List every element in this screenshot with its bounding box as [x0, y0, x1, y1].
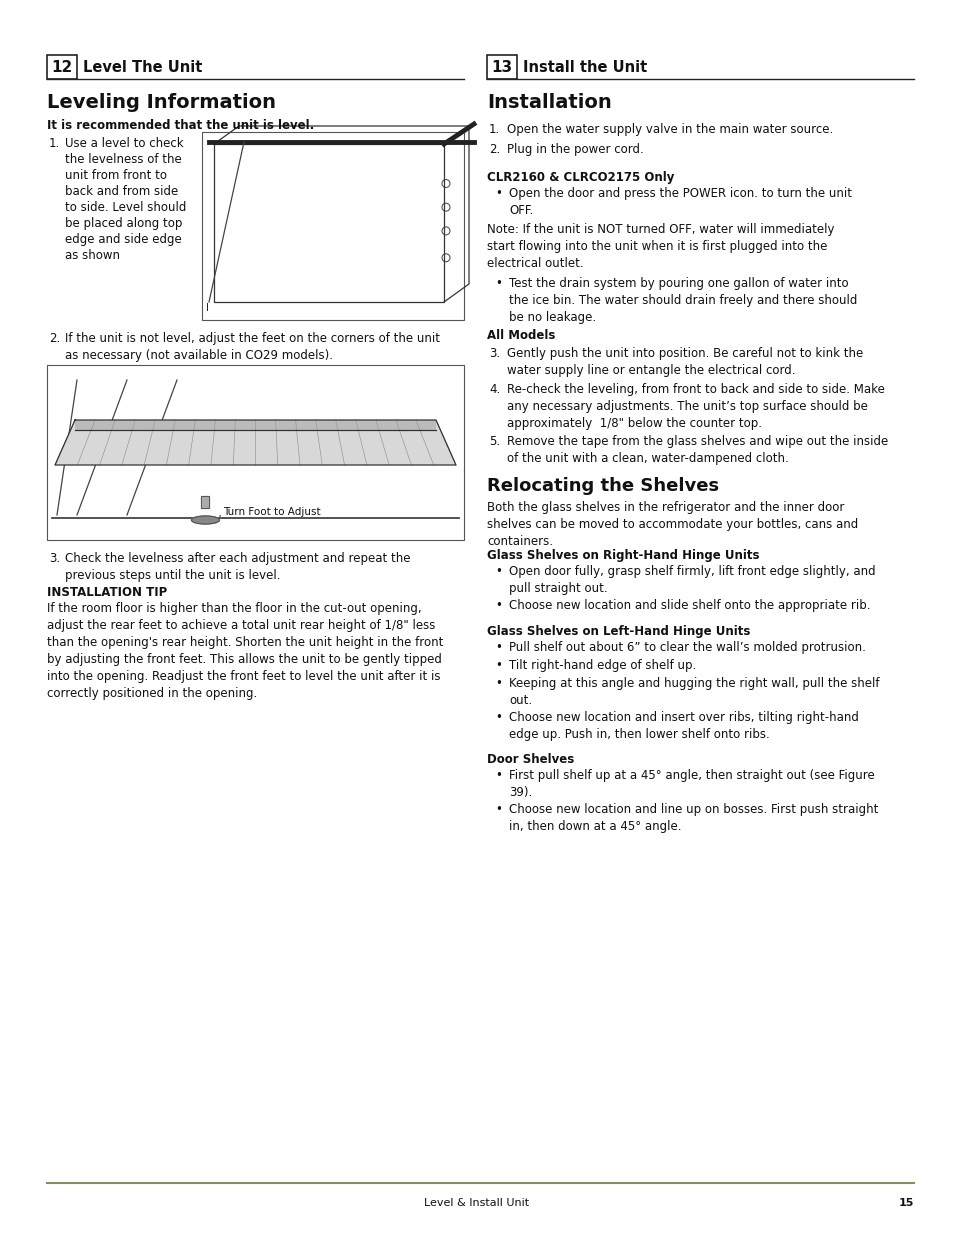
Text: •: •	[495, 803, 501, 816]
Text: Installation: Installation	[486, 93, 611, 112]
Text: Remove the tape from the glass shelves and wipe out the inside
of the unit with : Remove the tape from the glass shelves a…	[506, 435, 887, 466]
Text: 3.: 3.	[489, 347, 499, 359]
Text: Choose new location and insert over ribs, tilting right-hand
edge up. Push in, t: Choose new location and insert over ribs…	[509, 711, 858, 741]
Text: Note: If the unit is NOT turned OFF, water will immediately
start flowing into t: Note: If the unit is NOT turned OFF, wat…	[486, 224, 834, 270]
Text: I: I	[205, 303, 208, 312]
Bar	[47, 56, 77, 79]
Text: Check the levelness after each adjustment and repeat the
previous steps until th: Check the levelness after each adjustmen…	[65, 552, 410, 582]
Text: 2.: 2.	[489, 143, 499, 156]
Polygon shape	[55, 420, 456, 466]
Text: Level & Install Unit: Level & Install Unit	[424, 1198, 529, 1208]
Text: Test the drain system by pouring one gallon of water into
the ice bin. The water: Test the drain system by pouring one gal…	[509, 277, 857, 324]
Text: Keeping at this angle and hugging the right wall, pull the shelf
out.: Keeping at this angle and hugging the ri…	[509, 677, 879, 706]
Text: •: •	[495, 659, 501, 672]
Text: •: •	[495, 641, 501, 655]
Circle shape	[441, 179, 450, 188]
Text: Open the door and press the POWER icon. to turn the unit
OFF.: Open the door and press the POWER icon. …	[509, 186, 851, 217]
Text: First pull shelf up at a 45° angle, then straight out (see Figure
39).: First pull shelf up at a 45° angle, then…	[509, 769, 874, 799]
Text: Open door fully, grasp shelf firmly, lift front edge slightly, and
pull straight: Open door fully, grasp shelf firmly, lif…	[509, 564, 875, 595]
Text: Gently push the unit into position. Be careful not to kink the
water supply line: Gently push the unit into position. Be c…	[506, 347, 862, 377]
Circle shape	[441, 204, 450, 211]
Bar	[486, 56, 517, 79]
Bar	[201, 496, 210, 508]
Text: Use a level to check
the levelness of the
unit from front to
back and from side
: Use a level to check the levelness of th…	[65, 137, 186, 262]
Text: 15: 15	[898, 1198, 913, 1208]
Text: INSTALLATION TIP: INSTALLATION TIP	[47, 585, 167, 599]
Text: Both the glass shelves in the refrigerator and the inner door
shelves can be mov: Both the glass shelves in the refrigerat…	[486, 501, 858, 548]
Text: 3.: 3.	[49, 552, 60, 564]
Text: •: •	[495, 277, 501, 290]
Text: If the unit is not level, adjust the feet on the corners of the unit
as necessar: If the unit is not level, adjust the fee…	[65, 332, 439, 362]
Text: •: •	[495, 564, 501, 578]
Text: Relocating the Shelves: Relocating the Shelves	[486, 477, 719, 495]
Text: Pull shelf out about 6” to clear the wall’s molded protrusion.: Pull shelf out about 6” to clear the wal…	[509, 641, 865, 655]
Text: Door Shelves: Door Shelves	[486, 753, 574, 766]
Text: 1.: 1.	[49, 137, 60, 149]
Text: 2.: 2.	[49, 332, 60, 345]
Circle shape	[441, 227, 450, 235]
Text: Choose new location and line up on bosses. First push straight
in, then down at : Choose new location and line up on bosse…	[509, 803, 878, 832]
Bar	[201, 496, 210, 508]
Polygon shape	[75, 420, 436, 430]
Text: CLR2160 & CLRCO2175 Only: CLR2160 & CLRCO2175 Only	[486, 170, 674, 184]
Text: Plug in the power cord.: Plug in the power cord.	[506, 143, 643, 156]
Text: Leveling Information: Leveling Information	[47, 93, 275, 112]
Ellipse shape	[192, 516, 219, 524]
Text: 5.: 5.	[489, 435, 499, 448]
Circle shape	[441, 253, 450, 262]
Text: 4.: 4.	[489, 383, 499, 396]
Text: •: •	[495, 186, 501, 200]
Text: Open the water supply valve in the main water source.: Open the water supply valve in the main …	[506, 124, 832, 136]
Text: •: •	[495, 711, 501, 724]
Text: Tilt right-hand edge of shelf up.: Tilt right-hand edge of shelf up.	[509, 659, 696, 672]
Text: Glass Shelves on Left-Hand Hinge Units: Glass Shelves on Left-Hand Hinge Units	[486, 625, 750, 638]
Text: It is recommended that the unit is level.: It is recommended that the unit is level…	[47, 119, 314, 132]
Text: •: •	[495, 599, 501, 613]
Text: Install the Unit: Install the Unit	[522, 59, 646, 74]
Bar	[202, 132, 463, 320]
Text: Turn Foot to Adjust: Turn Foot to Adjust	[219, 508, 321, 517]
Text: •: •	[495, 677, 501, 690]
Text: If the room floor is higher than the floor in the cut-out opening,
adjust the re: If the room floor is higher than the flo…	[47, 601, 443, 700]
Text: •: •	[495, 769, 501, 782]
Text: Choose new location and slide shelf onto the appropriate rib.: Choose new location and slide shelf onto…	[509, 599, 869, 613]
Text: 1.: 1.	[489, 124, 499, 136]
Text: 12: 12	[51, 59, 72, 74]
Text: All Models: All Models	[486, 329, 555, 342]
Text: Glass Shelves on Right-Hand Hinge Units: Glass Shelves on Right-Hand Hinge Units	[486, 550, 759, 562]
Bar	[47, 366, 463, 540]
Text: 13: 13	[491, 59, 512, 74]
Text: Re-check the leveling, from front to back and side to side. Make
any necessary a: Re-check the leveling, from front to bac…	[506, 383, 884, 430]
Text: Level The Unit: Level The Unit	[83, 59, 202, 74]
